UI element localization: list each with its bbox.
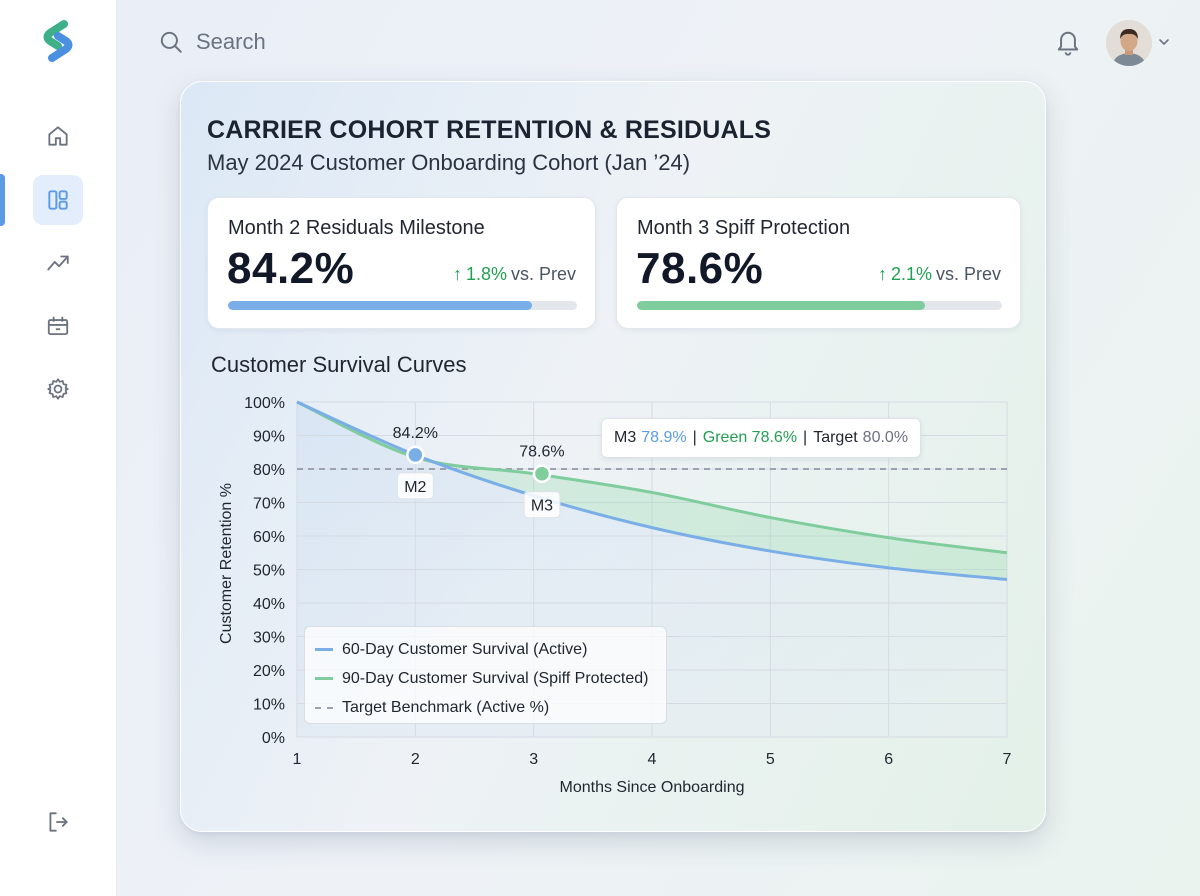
- y-tick-label: 100%: [244, 395, 285, 412]
- point-marker: [406, 445, 425, 465]
- sidebar: [0, 0, 117, 896]
- tooltip-green-label: Green 78.6%: [702, 429, 798, 446]
- calendar-card-icon: [47, 316, 69, 336]
- retention-card: CARRIER COHORT RETENTION & RESIDUALS May…: [180, 81, 1046, 832]
- legend-swatch: [315, 706, 333, 709]
- sidebar-item-calendar[interactable]: [33, 301, 83, 351]
- tooltip-separator: |: [803, 429, 808, 446]
- home-icon: [48, 126, 68, 146]
- legend-label: Target Benchmark (Active %): [342, 698, 550, 716]
- kpi-progress-track: [637, 301, 1002, 310]
- tooltip-separator: |: [692, 429, 697, 446]
- tooltip-target-value: 80.0%: [862, 429, 909, 446]
- x-tick-label: 2: [411, 751, 420, 768]
- y-tick-label: 0%: [262, 730, 285, 747]
- bell-icon[interactable]: [1054, 27, 1082, 57]
- sidebar-item-logout[interactable]: [33, 797, 83, 847]
- y-tick-label: 60%: [253, 529, 285, 546]
- legend-label: 90-Day Customer Survival (Spiff Protecte…: [342, 669, 649, 687]
- kpi-label: Month 2 Residuals Milestone: [228, 217, 485, 239]
- kpi-label: Month 3 Spiff Protection: [637, 217, 851, 239]
- kpi-delta: ↑ 1.8% vs. Prev: [453, 264, 576, 285]
- x-axis-title: Months Since Onboarding: [560, 779, 745, 796]
- search-icon: [160, 31, 182, 53]
- point-tag-label: M2: [404, 479, 426, 496]
- kpi-value: 78.6%: [636, 244, 764, 293]
- x-tick-label: 6: [884, 751, 893, 768]
- legend-item[interactable]: Target Benchmark (Active %): [315, 693, 666, 722]
- trending-up-icon: [47, 255, 69, 271]
- x-tick-label: 3: [529, 751, 538, 768]
- tooltip-blue-value: 78.9%: [641, 429, 687, 446]
- legend-swatch: [315, 677, 333, 680]
- chart-legend: 60-Day Customer Survival (Active) 90-Day…: [304, 626, 667, 724]
- card-subtitle: May 2024 Customer Onboarding Cohort (Jan…: [207, 150, 691, 175]
- kpi-delta-value: 2.1%: [890, 264, 932, 284]
- y-tick-label: 10%: [253, 697, 285, 714]
- dashboard-icon: [48, 190, 68, 210]
- search-bar[interactable]: [158, 26, 436, 58]
- sidebar-item-home[interactable]: [33, 111, 83, 161]
- user-avatar[interactable]: [1106, 20, 1152, 66]
- y-tick-label: 20%: [253, 663, 285, 680]
- sidebar-item-dashboard[interactable]: [33, 175, 83, 225]
- active-nav-indicator: [0, 174, 5, 226]
- point-tag-box: [523, 491, 561, 519]
- legend-item[interactable]: 60-Day Customer Survival (Active): [315, 635, 666, 664]
- point-value-label: 78.6%: [519, 444, 564, 461]
- x-tick-label: 5: [766, 751, 775, 768]
- arrow-up-icon: ↑: [452, 264, 462, 284]
- sidebar-item-analytics[interactable]: [33, 238, 83, 288]
- y-tick-label: 50%: [253, 563, 285, 580]
- card-title: CARRIER COHORT RETENTION & RESIDUALS: [207, 116, 772, 144]
- sidebar-item-settings[interactable]: [33, 364, 83, 414]
- point-marker: [532, 464, 552, 483]
- kpi-value: 84.2%: [227, 244, 355, 293]
- chart-tooltip: M3 78.9% | Green 78.6% | Target 80.0%: [601, 418, 922, 458]
- y-tick-label: 90%: [253, 429, 285, 446]
- tooltip-target-label: Target: [813, 429, 858, 446]
- legend-label: 60-Day Customer Survival (Active): [342, 640, 588, 658]
- kpi-delta-suffix: vs. Prev: [935, 264, 1001, 284]
- kpi-delta-suffix: vs. Prev: [510, 264, 576, 284]
- logout-icon: [49, 812, 68, 832]
- gap-band-fill: [297, 402, 1007, 580]
- point-tag-box: [396, 472, 434, 500]
- y-tick-label: 30%: [253, 630, 285, 647]
- kpi-delta: ↑ 2.1% vs. Prev: [878, 264, 1001, 285]
- y-axis-title: Customer Retention %: [218, 483, 235, 644]
- chart-title: Customer Survival Curves: [211, 352, 467, 377]
- point-tag-label: M3: [531, 498, 553, 515]
- kpi-card-month2: Month 2 Residuals Milestone 84.2% ↑ 1.8%…: [207, 197, 596, 329]
- brand-logo-icon[interactable]: [40, 20, 76, 62]
- y-tick-label: 70%: [253, 496, 285, 513]
- point-value-label: 84.2%: [393, 425, 438, 442]
- chevron-down-icon[interactable]: [1157, 35, 1171, 49]
- kpi-progress-fill: [637, 301, 926, 310]
- x-tick-label: 7: [1003, 751, 1012, 768]
- arrow-up-icon: ↑: [877, 264, 887, 284]
- search-input[interactable]: [196, 29, 436, 55]
- legend-item[interactable]: 90-Day Customer Survival (Spiff Protecte…: [315, 664, 666, 693]
- x-tick-label: 1: [293, 751, 302, 768]
- kpi-progress-fill: [228, 301, 532, 310]
- kpi-progress-track: [228, 301, 577, 310]
- tooltip-prefix: M3: [614, 429, 637, 446]
- x-tick-label: 4: [648, 751, 657, 768]
- y-tick-label: 40%: [253, 596, 285, 613]
- avatar-portrait: [1106, 20, 1152, 66]
- settings-gear-icon: [47, 378, 69, 400]
- legend-swatch: [315, 648, 333, 651]
- y-tick-label: 80%: [253, 462, 285, 479]
- kpi-delta-value: 1.8%: [465, 264, 507, 284]
- kpi-card-month3: Month 3 Spiff Protection 78.6% ↑ 2.1% vs…: [616, 197, 1021, 329]
